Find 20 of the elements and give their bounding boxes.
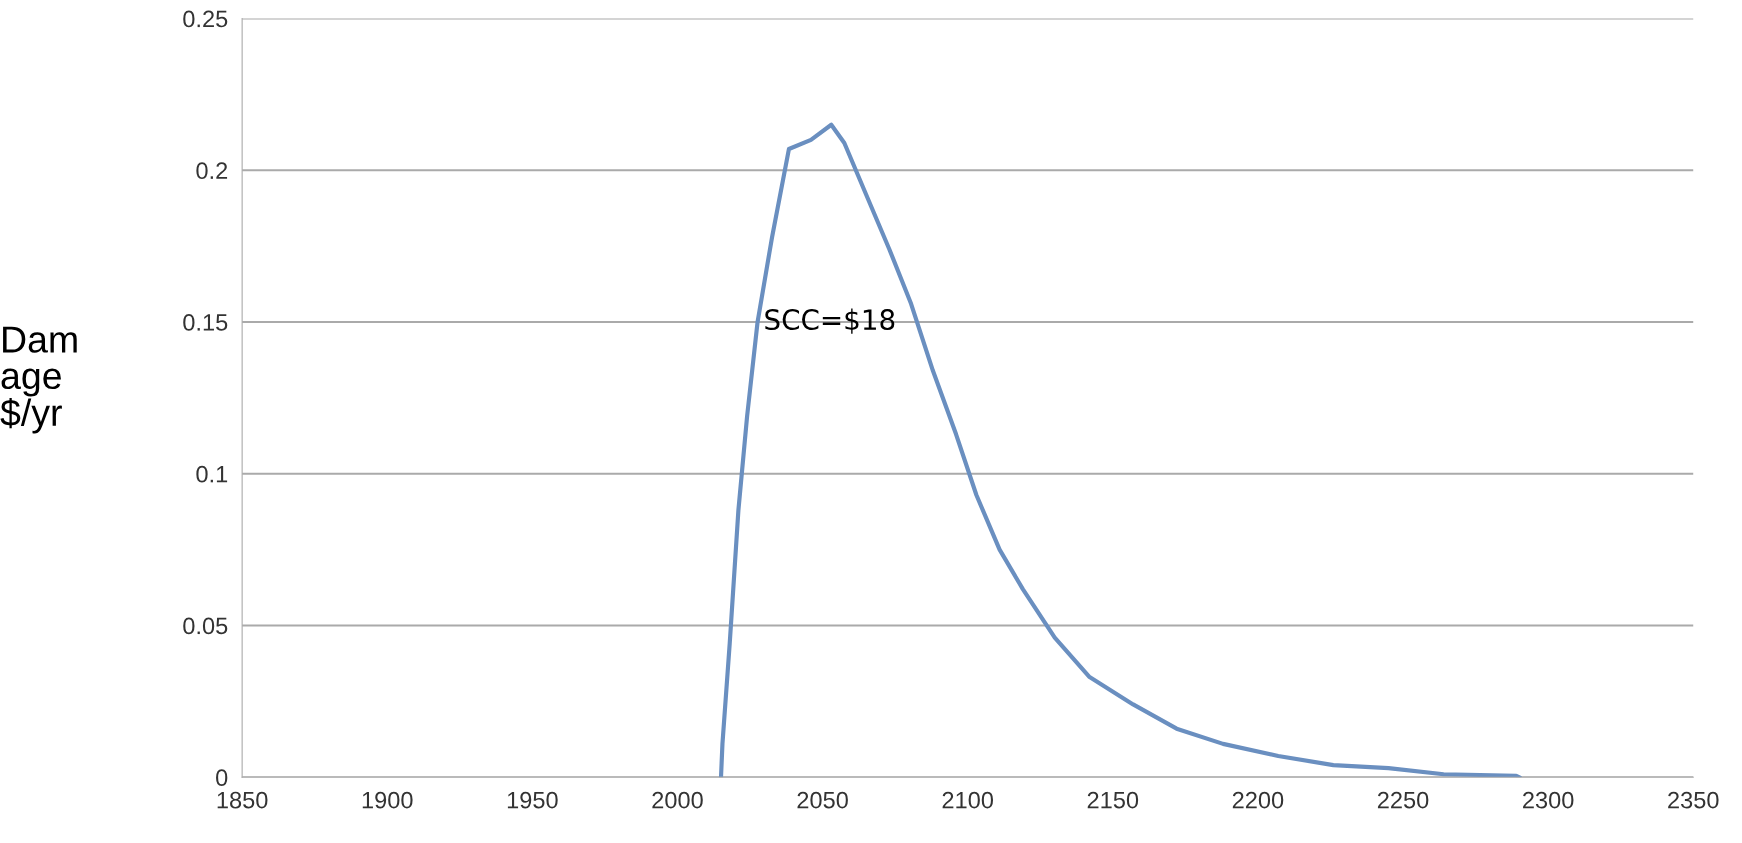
x-tick-label: 2350 xyxy=(1668,791,1719,809)
y-tick-label: 0.05 xyxy=(183,617,228,635)
annotation: SCC=$18 xyxy=(765,308,895,334)
y-tick-label: 0.15 xyxy=(183,314,228,331)
x-tick-label: 2100 xyxy=(942,791,994,809)
y-tick-label: 0.25 xyxy=(183,10,228,28)
y-tick-label: 0 xyxy=(216,769,228,787)
line-series xyxy=(718,122,1522,778)
x-tick-label: 2300 xyxy=(1523,791,1574,809)
x-tick-label: 1850 xyxy=(217,791,268,809)
x-tick-label: 2250 xyxy=(1377,791,1429,809)
y-tick-label: 0.1 xyxy=(196,465,228,483)
x-tick-label: 2000 xyxy=(652,791,703,809)
x-tick-label: 2150 xyxy=(1087,791,1139,809)
y-axis-title: Dam age $/yr xyxy=(0,326,77,434)
y-tick-label: 0.2 xyxy=(196,162,228,180)
x-tick-label: 2050 xyxy=(797,791,848,809)
x-tick-label: 2200 xyxy=(1232,791,1284,809)
x-tick-label: 1950 xyxy=(507,791,558,809)
x-tick-label: 1900 xyxy=(362,791,413,809)
